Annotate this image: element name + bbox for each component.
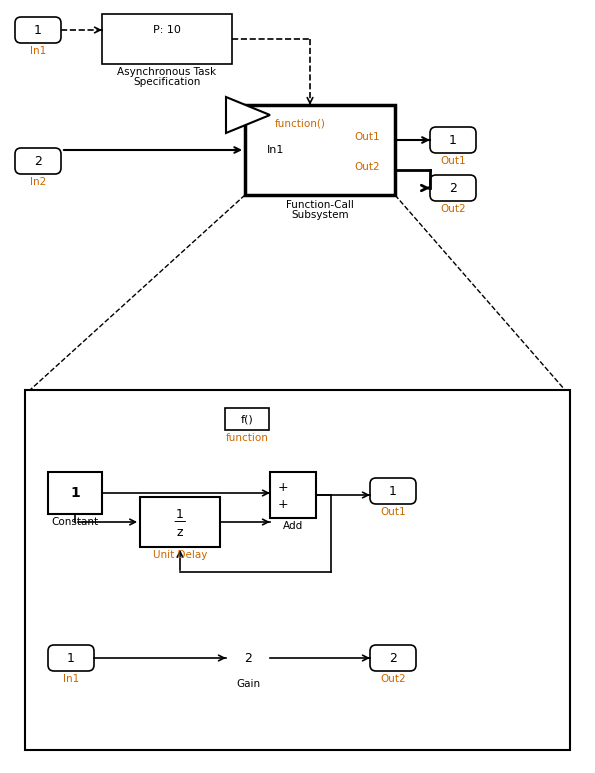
Text: function: function (226, 433, 268, 443)
FancyBboxPatch shape (270, 472, 316, 518)
Text: Out2: Out2 (355, 162, 380, 172)
Text: Function-Call: Function-Call (286, 200, 354, 210)
FancyBboxPatch shape (25, 390, 570, 750)
FancyBboxPatch shape (140, 497, 220, 547)
Text: —: — (174, 516, 186, 529)
Text: 1: 1 (449, 134, 457, 147)
Text: Specification: Specification (133, 77, 201, 87)
Polygon shape (226, 97, 270, 133)
Text: In1: In1 (267, 145, 284, 155)
FancyBboxPatch shape (370, 645, 416, 671)
Text: +: + (278, 498, 289, 510)
FancyBboxPatch shape (15, 17, 61, 43)
Text: Constant: Constant (51, 517, 99, 527)
Text: In1: In1 (63, 674, 79, 684)
Text: Out2: Out2 (440, 204, 466, 214)
Text: +: + (278, 481, 289, 493)
Text: z: z (177, 526, 183, 539)
Text: P: 10: P: 10 (153, 25, 181, 35)
Text: 1: 1 (34, 23, 42, 36)
FancyBboxPatch shape (15, 148, 61, 174)
Text: Out1: Out1 (355, 132, 380, 142)
Text: Out2: Out2 (380, 674, 406, 684)
Text: 1: 1 (389, 485, 397, 498)
FancyBboxPatch shape (102, 14, 232, 64)
Text: 1: 1 (176, 508, 184, 520)
Text: Unit Delay: Unit Delay (153, 550, 207, 560)
FancyBboxPatch shape (48, 645, 94, 671)
FancyBboxPatch shape (245, 105, 395, 195)
FancyBboxPatch shape (370, 478, 416, 504)
Text: 1: 1 (67, 652, 75, 665)
FancyBboxPatch shape (225, 408, 269, 430)
FancyBboxPatch shape (430, 127, 476, 153)
Text: Out1: Out1 (380, 507, 406, 517)
Text: Out1: Out1 (440, 156, 466, 166)
Text: 2: 2 (389, 652, 397, 665)
FancyBboxPatch shape (430, 175, 476, 201)
Text: 1: 1 (70, 486, 80, 500)
Text: 2: 2 (34, 155, 42, 168)
Text: In1: In1 (30, 46, 46, 56)
Text: f(): f() (240, 414, 253, 424)
Text: Asynchronous Task: Asynchronous Task (117, 67, 217, 77)
Text: Add: Add (283, 521, 303, 531)
Text: 2: 2 (449, 182, 457, 195)
Text: Subsystem: Subsystem (291, 210, 349, 220)
Text: function(): function() (275, 118, 326, 128)
Text: In2: In2 (30, 177, 46, 187)
Text: Gain: Gain (236, 679, 260, 689)
FancyBboxPatch shape (48, 472, 102, 514)
Text: 2: 2 (244, 652, 252, 665)
